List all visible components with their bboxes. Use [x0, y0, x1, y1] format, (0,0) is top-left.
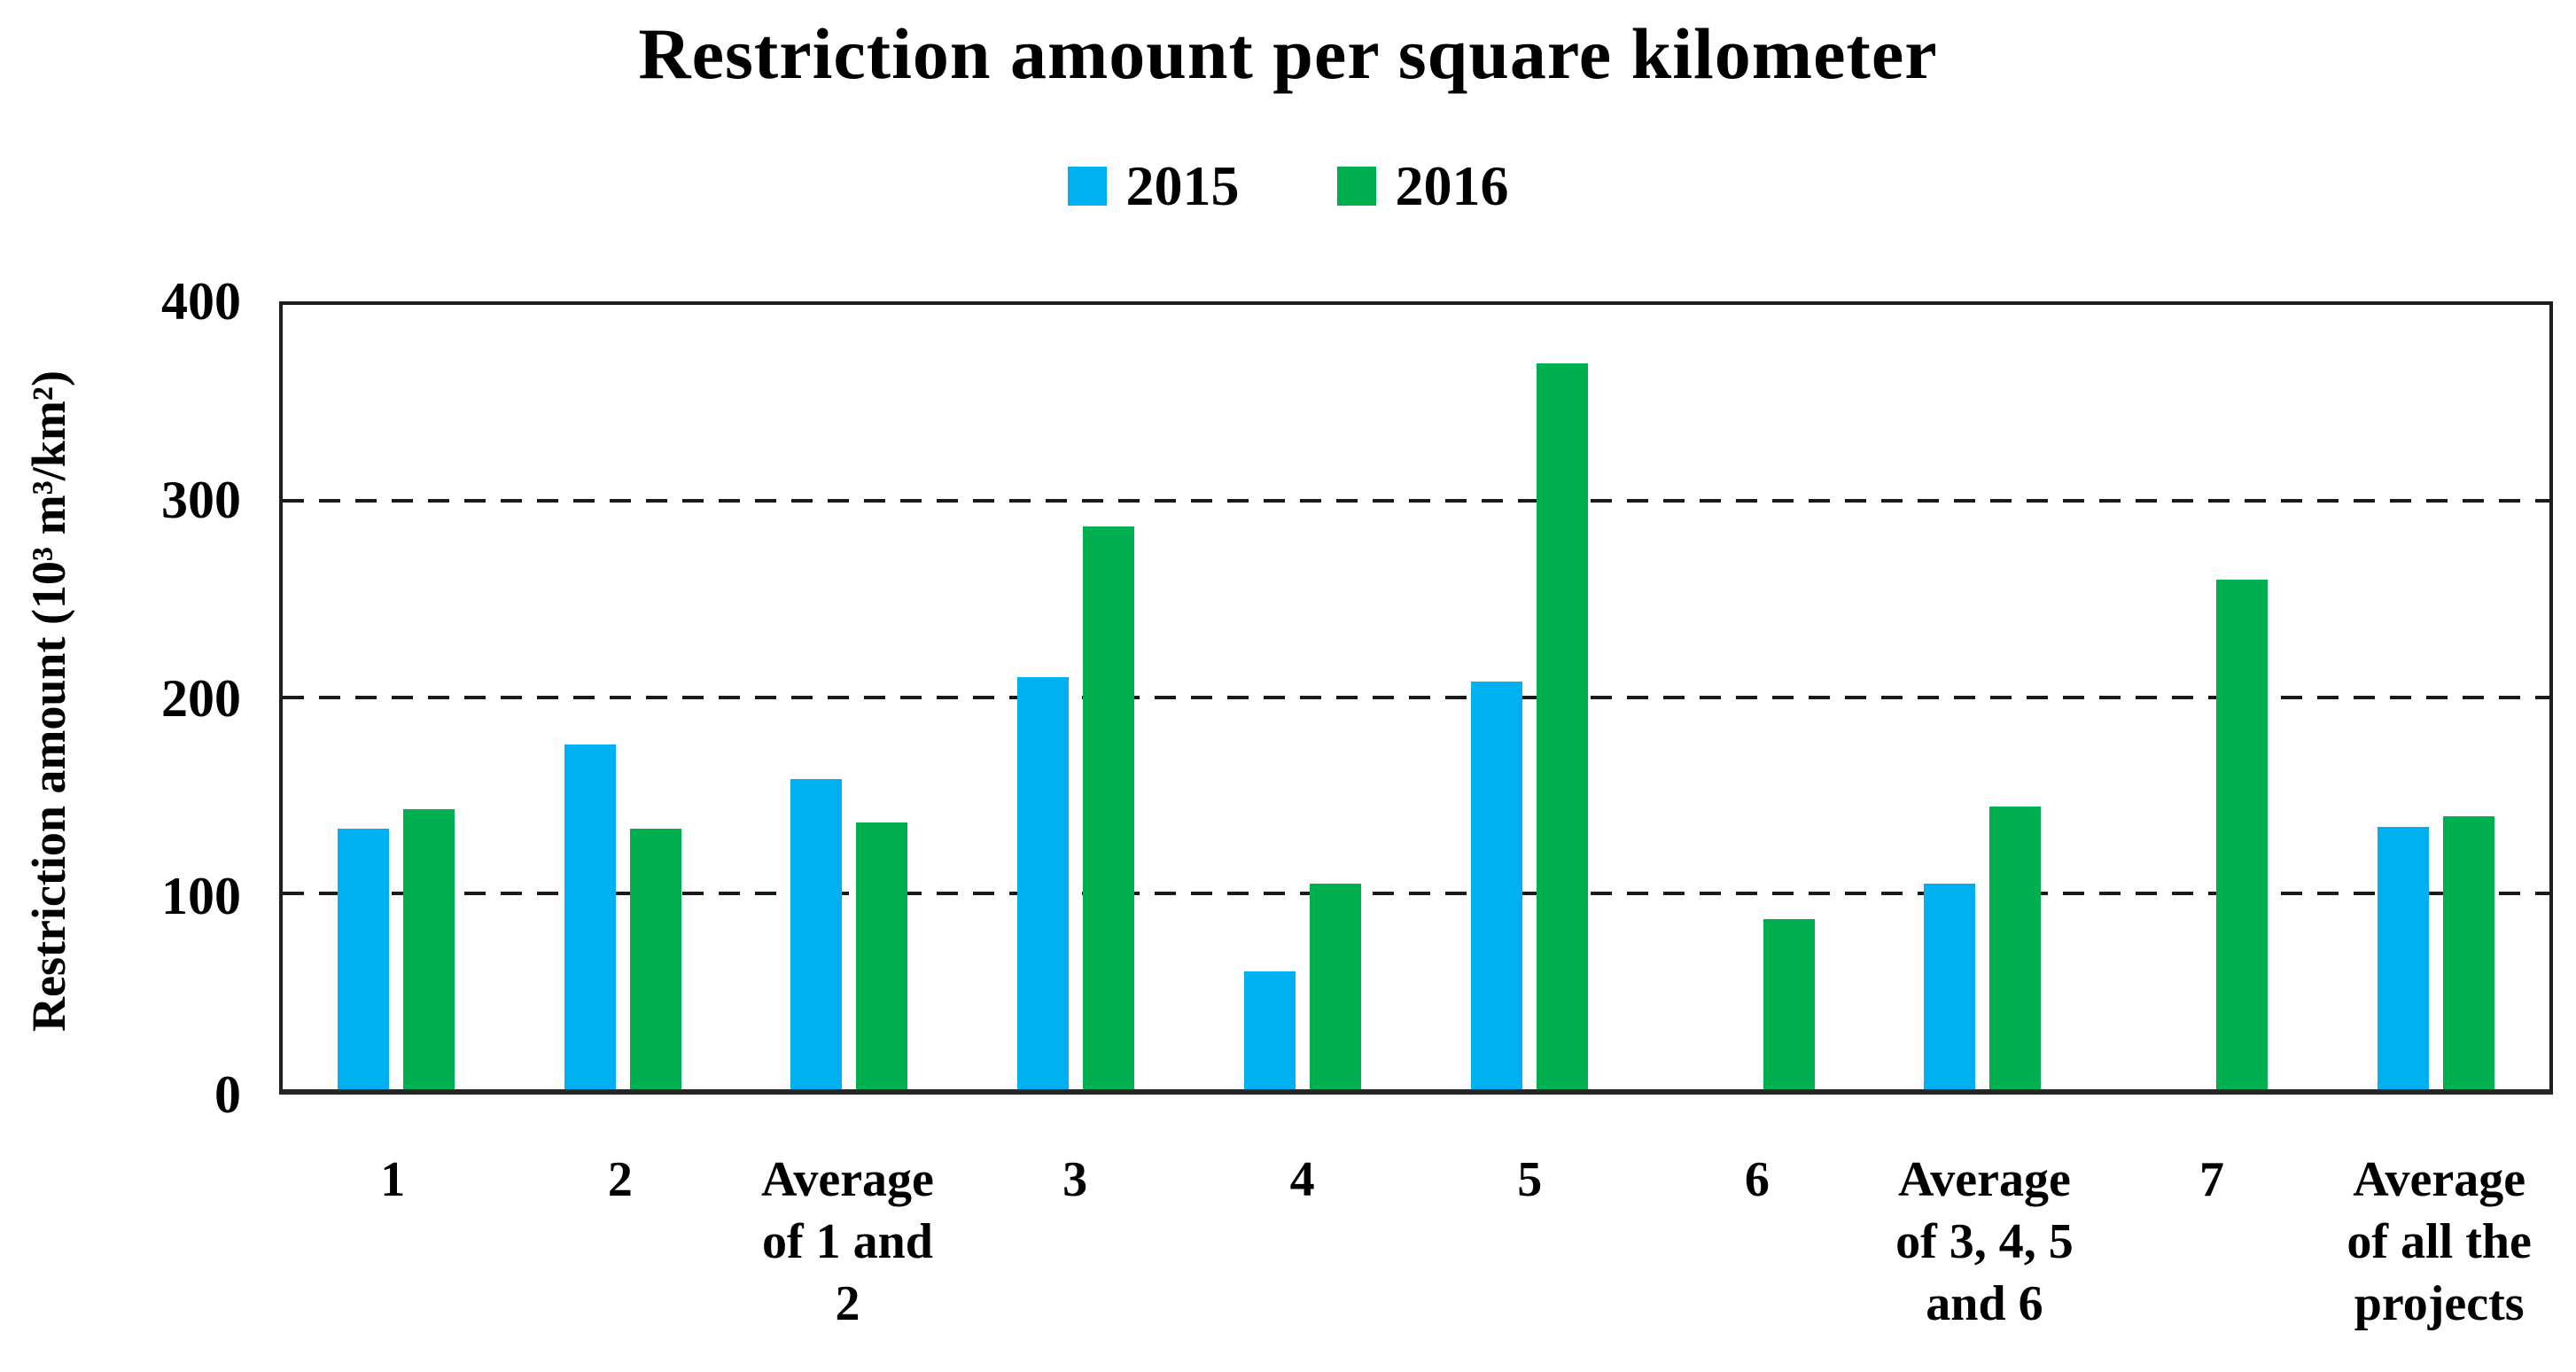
- bar-2015-2: [564, 744, 616, 1089]
- x-axis-labels: 1 2 Average of 1 and 2 3 4 5 6 Average of 3, 4, 5 a…: [279, 1149, 2553, 1335]
- x-tick-label-5: 4: [1188, 1149, 1416, 1335]
- bar-2015-3: [1017, 677, 1070, 1089]
- legend-item-2016: 2016: [1336, 154, 1509, 217]
- gridline-100: [283, 891, 2549, 895]
- x-tick-label-2: 2: [507, 1149, 735, 1335]
- x-tick-label-line: Average: [2353, 1152, 2526, 1207]
- legend-item-2015: 2015: [1067, 154, 1240, 217]
- x-tick-label-3: Average of 1 and 2: [734, 1149, 961, 1335]
- bar-2016-2: [629, 828, 681, 1089]
- legend: 2015 2016: [0, 158, 2576, 214]
- x-tick-label-line: 7: [2199, 1152, 2225, 1207]
- x-tick-label-line: 2: [835, 1276, 860, 1331]
- bar-group-7: [1643, 305, 1870, 1089]
- bar-2015-average-of-all-the-projects: [2378, 826, 2430, 1089]
- bar-group-5: [1189, 305, 1416, 1089]
- x-tick-label-1: 1: [279, 1149, 507, 1335]
- x-tick-label-line: Average: [761, 1152, 934, 1207]
- bar-group-8: [1870, 305, 2097, 1089]
- plot-area: [279, 301, 2553, 1095]
- y-tick-label-100: 100: [161, 867, 241, 926]
- x-tick-label-line: 5: [1517, 1152, 1543, 1207]
- x-tick-label-4: 3: [961, 1149, 1189, 1335]
- x-tick-label-line: and 6: [1926, 1276, 2043, 1331]
- y-tick-label-400: 400: [161, 272, 241, 331]
- x-tick-label-8: Average of 3, 4, 5 and 6: [1871, 1149, 2098, 1335]
- bar-2016-7: [2216, 579, 2269, 1089]
- bar-2015-average-of-1-and-2: [790, 779, 843, 1089]
- bar-group-1: [283, 305, 510, 1089]
- y-tick-label-200: 200: [161, 668, 241, 728]
- bar-2016-5: [1536, 363, 1588, 1089]
- bar-2016-4: [1310, 883, 1362, 1089]
- legend-label: 2016: [1395, 154, 1509, 217]
- x-tick-label-line: of 3, 4, 5: [1895, 1214, 2074, 1269]
- y-tick-label-300: 300: [161, 470, 241, 529]
- bar-2016-average-of-1-and-2: [856, 822, 908, 1089]
- bar-group-9: [2096, 305, 2323, 1089]
- legend-swatch-2016: [1336, 167, 1376, 206]
- x-tick-label-line: of 1 and: [762, 1214, 933, 1269]
- bar-group-3: [736, 305, 963, 1089]
- bar-2015-5: [1470, 681, 1522, 1089]
- x-tick-label-line: 3: [1062, 1152, 1088, 1207]
- x-tick-label-6: 5: [1416, 1149, 1644, 1335]
- x-tick-label-7: 6: [1644, 1149, 1872, 1335]
- bar-group-4: [962, 305, 1189, 1089]
- bar-groups: [283, 305, 2549, 1089]
- x-tick-label-line: projects: [2354, 1276, 2525, 1331]
- bar-group-2: [510, 305, 736, 1089]
- x-tick-label-line: 6: [1744, 1152, 1770, 1207]
- x-tick-label-line: Average: [1898, 1152, 2071, 1207]
- bar-2015-average-of-3-4-5-and-6: [1924, 883, 1976, 1089]
- x-tick-label-line: of all the: [2346, 1214, 2532, 1269]
- x-tick-label-line: 4: [1289, 1152, 1315, 1207]
- bar-2015-4: [1244, 971, 1296, 1089]
- bar-2015-1: [337, 828, 389, 1089]
- bar-group-6: [1416, 305, 1643, 1089]
- x-tick-label-line: 2: [607, 1152, 633, 1207]
- gridline-200: [283, 695, 2549, 699]
- x-tick-label-10: Average of all the projects: [2325, 1149, 2553, 1335]
- gridline-300: [283, 499, 2549, 503]
- x-tick-label-line: 1: [380, 1152, 406, 1207]
- bar-2016-1: [402, 808, 455, 1089]
- legend-swatch-2015: [1067, 167, 1107, 206]
- chart-title: Restriction amount per square kilometer: [638, 13, 1938, 94]
- bar-2016-average-of-all-the-projects: [2443, 816, 2495, 1089]
- x-tick-label-9: 7: [2098, 1149, 2326, 1335]
- bar-2016-average-of-3-4-5-and-6: [1989, 807, 2042, 1089]
- bar-2016-3: [1083, 526, 1135, 1089]
- bar-2016-6: [1763, 918, 1815, 1089]
- y-tick-label-0: 0: [214, 1065, 241, 1124]
- legend-label: 2015: [1125, 154, 1240, 217]
- bar-group-10: [2323, 305, 2549, 1089]
- y-axis-ticks: 0 100 200 300 400: [0, 275, 241, 1121]
